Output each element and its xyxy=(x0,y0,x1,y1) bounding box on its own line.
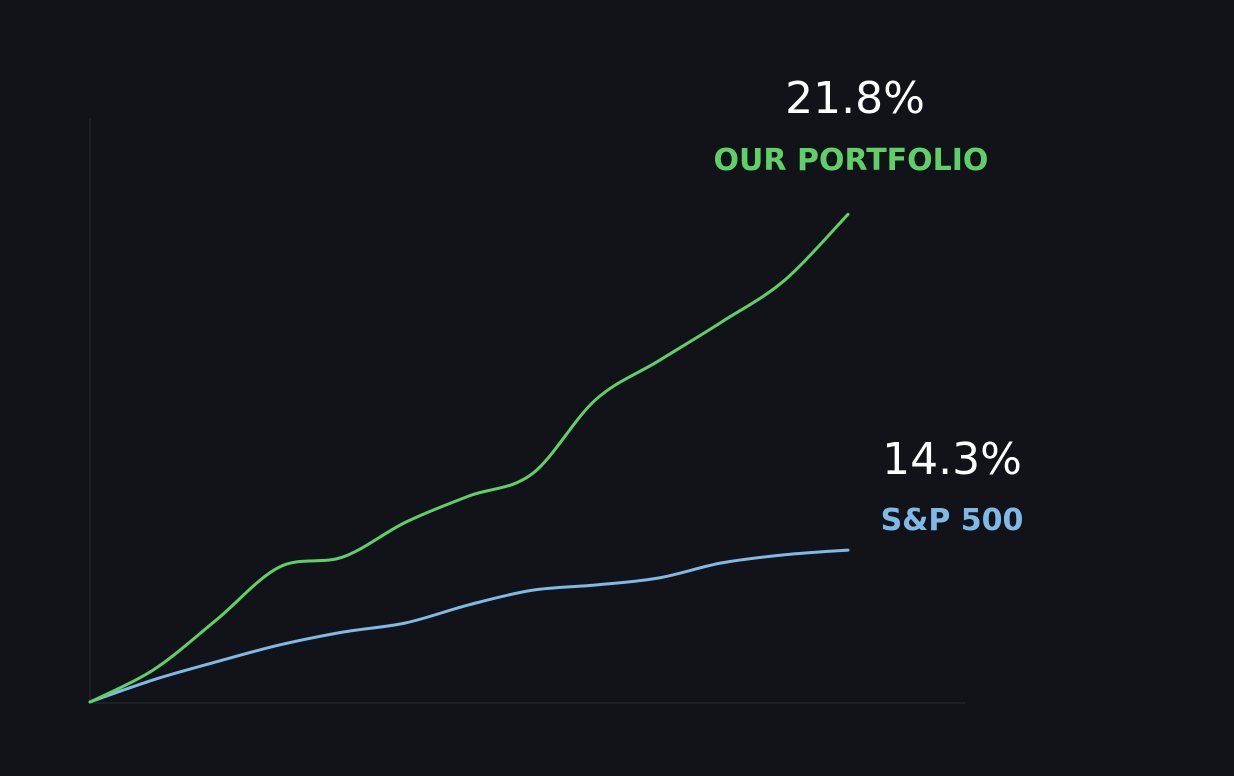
annotation: 21.8% xyxy=(785,73,925,124)
series-line xyxy=(88,212,850,704)
series-label: OUR PORTFOLIO xyxy=(714,143,989,178)
annotation: 14.3% xyxy=(882,434,1022,485)
series-line xyxy=(88,548,850,704)
series-label: S&P 500 xyxy=(881,503,1024,538)
